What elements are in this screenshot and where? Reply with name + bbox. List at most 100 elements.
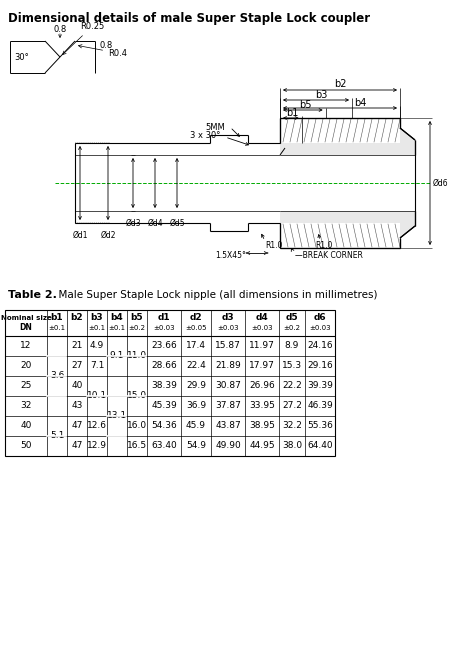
Text: ±0.2: ±0.2 — [128, 325, 146, 331]
Text: 11.97: 11.97 — [249, 342, 275, 351]
Text: 7.1: 7.1 — [90, 362, 104, 370]
Text: 47: 47 — [71, 441, 82, 451]
Text: d3: d3 — [222, 313, 234, 323]
Text: ±0.1: ±0.1 — [109, 325, 126, 331]
Text: d4: d4 — [255, 313, 268, 323]
Text: Ød4: Ød4 — [147, 219, 163, 227]
Text: Ød2: Ød2 — [100, 231, 116, 240]
Text: 0.8: 0.8 — [100, 40, 113, 50]
Text: 43: 43 — [71, 402, 82, 411]
Text: b3: b3 — [91, 313, 103, 323]
Text: 33.95: 33.95 — [249, 402, 275, 411]
Text: d2: d2 — [190, 313, 202, 323]
Text: 3 x 30°: 3 x 30° — [190, 131, 220, 140]
Text: 5.1: 5.1 — [50, 432, 64, 441]
Text: 40: 40 — [20, 421, 32, 430]
Text: b2: b2 — [71, 313, 83, 323]
Text: 16.0: 16.0 — [127, 421, 147, 430]
Text: 8.9: 8.9 — [285, 342, 299, 351]
Text: d5: d5 — [286, 313, 298, 323]
Text: 49.90: 49.90 — [215, 441, 241, 451]
Text: d1: d1 — [158, 313, 170, 323]
Text: 15.3: 15.3 — [282, 362, 302, 370]
Text: 40: 40 — [71, 381, 82, 390]
Text: ±0.03: ±0.03 — [217, 325, 239, 331]
Text: 27.2: 27.2 — [282, 402, 302, 411]
Text: b2: b2 — [334, 79, 346, 89]
Text: 27: 27 — [71, 362, 82, 370]
Text: d6: d6 — [314, 313, 326, 323]
Text: 44.95: 44.95 — [249, 441, 275, 451]
Text: 17.97: 17.97 — [249, 362, 275, 370]
Text: 45.39: 45.39 — [151, 402, 177, 411]
Text: b3: b3 — [315, 90, 327, 100]
Text: b4: b4 — [354, 98, 366, 108]
Text: Nominal size: Nominal size — [0, 315, 51, 321]
Text: 23.66: 23.66 — [151, 342, 177, 351]
Text: —BREAK CORNER: —BREAK CORNER — [295, 251, 363, 261]
Text: 5MM: 5MM — [205, 123, 225, 131]
Text: ±0.05: ±0.05 — [185, 325, 207, 331]
Text: 38.0: 38.0 — [282, 441, 302, 451]
Text: 64.40: 64.40 — [307, 441, 333, 451]
Text: 12: 12 — [20, 342, 32, 351]
Text: R0.25: R0.25 — [63, 22, 104, 55]
Text: b4: b4 — [110, 313, 123, 323]
Text: 54.36: 54.36 — [151, 421, 177, 430]
Text: 15.87: 15.87 — [215, 342, 241, 351]
Text: b5: b5 — [300, 100, 312, 110]
Text: b1: b1 — [287, 108, 299, 118]
Text: 26.96: 26.96 — [249, 381, 275, 390]
Text: DN: DN — [19, 323, 32, 332]
Text: 3.6: 3.6 — [50, 372, 64, 381]
Text: Ød5: Ød5 — [169, 219, 185, 227]
Text: 45.9: 45.9 — [186, 421, 206, 430]
Text: 13.1: 13.1 — [107, 411, 127, 421]
Text: R1.0: R1.0 — [265, 240, 283, 249]
Text: 25: 25 — [20, 381, 32, 390]
Text: 22.4: 22.4 — [186, 362, 206, 370]
Text: Ød3: Ød3 — [125, 219, 141, 227]
Text: 0.8: 0.8 — [54, 25, 67, 33]
Text: ±0.2: ±0.2 — [283, 325, 301, 331]
Text: 15.0: 15.0 — [127, 392, 147, 400]
Text: 43.87: 43.87 — [215, 421, 241, 430]
Text: 55.36: 55.36 — [307, 421, 333, 430]
Text: 16.5: 16.5 — [127, 441, 147, 451]
Text: 20: 20 — [20, 362, 32, 370]
Text: 21.89: 21.89 — [215, 362, 241, 370]
Text: 38.95: 38.95 — [249, 421, 275, 430]
Text: 38.39: 38.39 — [151, 381, 177, 390]
Text: ±0.1: ±0.1 — [89, 325, 106, 331]
Text: R1.0: R1.0 — [315, 240, 332, 249]
Text: 4.9: 4.9 — [90, 342, 104, 351]
Text: b1: b1 — [51, 313, 64, 323]
Text: 21: 21 — [71, 342, 82, 351]
Text: ±0.1: ±0.1 — [48, 325, 65, 331]
Text: 30.87: 30.87 — [215, 381, 241, 390]
Text: 10.1: 10.1 — [87, 392, 107, 400]
Text: 36.9: 36.9 — [186, 402, 206, 411]
Text: R0.4: R0.4 — [79, 44, 127, 57]
Text: 12.6: 12.6 — [87, 421, 107, 430]
Text: 29.9: 29.9 — [186, 381, 206, 390]
Text: 17.4: 17.4 — [186, 342, 206, 351]
Text: 32: 32 — [20, 402, 32, 411]
Text: ±0.03: ±0.03 — [251, 325, 273, 331]
Text: 29.16: 29.16 — [307, 362, 333, 370]
Text: ±0.03: ±0.03 — [309, 325, 331, 331]
Bar — [5, 310, 335, 456]
Text: 12.9: 12.9 — [87, 441, 107, 451]
Text: Male Super Staple Lock nipple (all dimensions in millimetres): Male Super Staple Lock nipple (all dimen… — [52, 290, 377, 300]
Text: 63.40: 63.40 — [151, 441, 177, 451]
Text: 39.39: 39.39 — [307, 381, 333, 390]
Text: Dimensional details of male Super Staple Lock coupler: Dimensional details of male Super Staple… — [8, 12, 370, 25]
Text: 11.0: 11.0 — [127, 351, 147, 360]
Text: 30°: 30° — [15, 54, 29, 63]
Text: Ød1: Ød1 — [72, 231, 88, 240]
Text: 54.9: 54.9 — [186, 441, 206, 451]
Polygon shape — [280, 128, 415, 155]
Text: 24.16: 24.16 — [307, 342, 333, 351]
Text: 50: 50 — [20, 441, 32, 451]
Text: 1.5X45°: 1.5X45° — [215, 251, 246, 261]
